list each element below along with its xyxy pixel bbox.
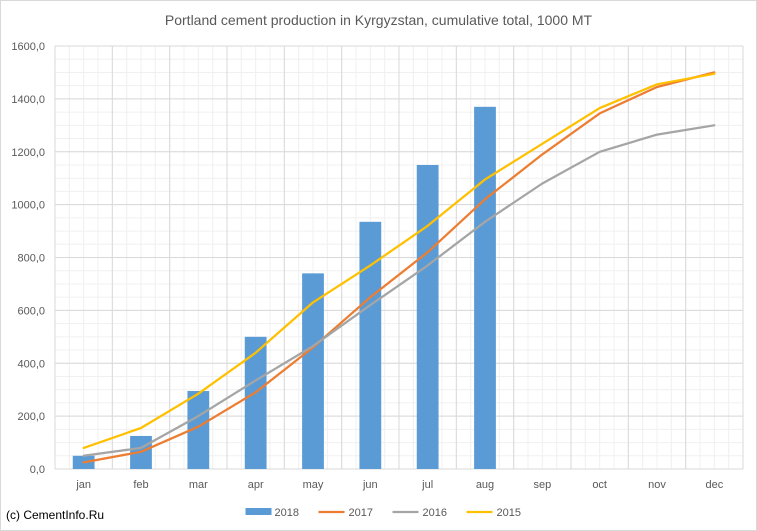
legend-label-2017: 2017 (349, 507, 373, 519)
chart-title: Portland cement production in Kyrgyzstan… (164, 12, 593, 28)
x-tick-label: mar (189, 479, 208, 491)
line-series-2016 (82, 124, 716, 457)
bar-2018 (244, 336, 267, 469)
x-tick-label: oct (592, 479, 607, 491)
y-tick-label: 1600,0 (11, 41, 45, 53)
x-tick-label: jan (75, 479, 91, 491)
x-tick-label: apr (248, 479, 264, 491)
y-tick-label: 1200,0 (11, 147, 45, 159)
y-tick-label: 1000,0 (11, 200, 45, 212)
x-tick-label: aug (476, 479, 494, 491)
x-tick-label: dec (705, 479, 723, 491)
x-tick-label: nov (648, 479, 666, 491)
x-tick-label: jun (362, 479, 378, 491)
y-tick-label: 600,0 (17, 305, 45, 317)
bar-2018 (416, 164, 439, 469)
bar-2018 (302, 273, 324, 469)
copyright-text: (c) CementInfo.Ru (6, 508, 105, 522)
line-series-2015 (82, 72, 716, 450)
y-tick-label: 0,0 (30, 464, 45, 476)
legend-label-2016: 2016 (423, 507, 447, 519)
bar-2018 (359, 221, 382, 469)
y-tick-label: 1400,0 (11, 94, 45, 106)
bar-2018 (474, 106, 496, 470)
y-tick-label: 800,0 (17, 253, 45, 265)
y-tick-label: 200,0 (17, 411, 45, 423)
legend-swatch-2018 (245, 508, 272, 515)
bar-2018 (187, 391, 210, 469)
y-tick-label: 400,0 (17, 358, 45, 370)
x-tick-label: jul (421, 479, 433, 491)
x-tick-label: feb (133, 479, 148, 491)
legend-label-2015: 2015 (497, 507, 521, 519)
legend-label-2018: 2018 (275, 507, 299, 519)
x-tick-label: may (303, 479, 324, 491)
x-tick-label: sep (533, 479, 551, 491)
line-series-2017 (82, 71, 716, 464)
